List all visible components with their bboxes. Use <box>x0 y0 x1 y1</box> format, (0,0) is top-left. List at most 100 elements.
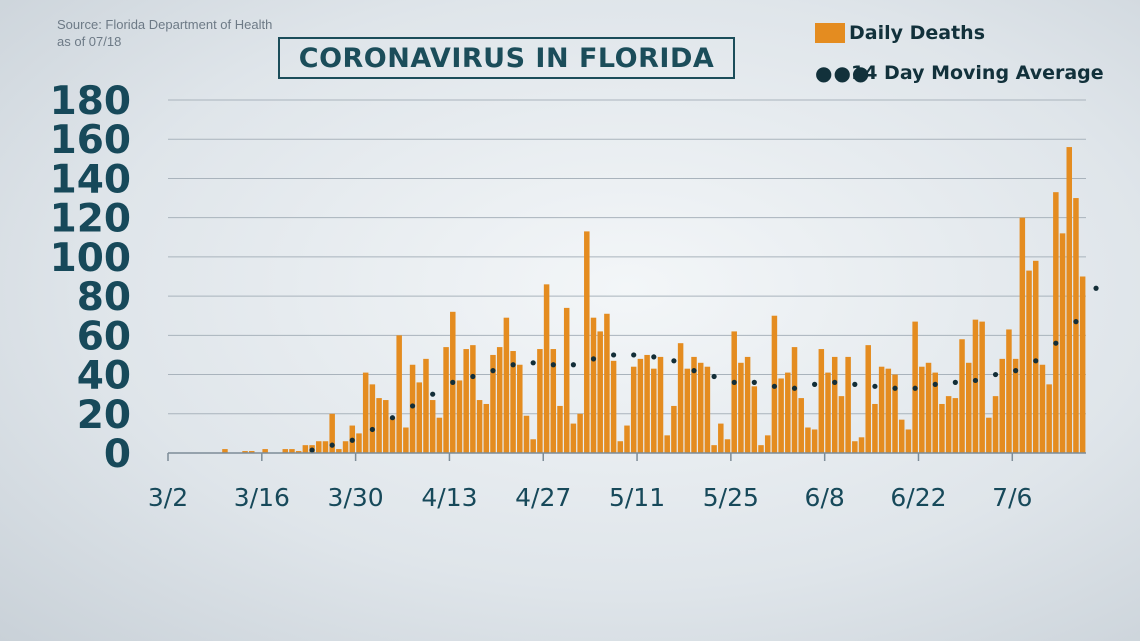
bar <box>322 441 329 453</box>
avg-point <box>952 379 958 385</box>
y-tick-label: 80 <box>77 275 131 320</box>
avg-point <box>570 362 576 368</box>
avg-point <box>771 383 778 389</box>
bar <box>898 419 905 453</box>
bar <box>1039 364 1046 453</box>
avg-point <box>631 352 637 358</box>
bar <box>362 372 369 453</box>
bar <box>945 396 952 453</box>
bar <box>624 425 630 453</box>
bar <box>222 449 228 453</box>
bar <box>1019 217 1026 453</box>
bar <box>1012 358 1019 453</box>
avg-point <box>349 437 355 443</box>
bar <box>517 364 523 453</box>
avg-point <box>791 385 798 391</box>
bar <box>336 449 342 453</box>
bar <box>490 354 496 453</box>
bar <box>604 313 610 453</box>
source-note: Source: Florida Department of Health as … <box>57 16 272 50</box>
bar <box>476 400 483 453</box>
bar <box>557 405 563 453</box>
bar <box>872 403 878 453</box>
avg-point <box>972 377 979 384</box>
bar <box>396 335 402 453</box>
bar <box>657 356 664 453</box>
avg-point <box>610 352 617 358</box>
bar <box>429 400 436 453</box>
bar <box>691 356 697 453</box>
bar <box>302 445 309 453</box>
x-tick-label: 6/22 <box>890 483 946 512</box>
bar <box>939 403 945 453</box>
bar <box>671 405 677 453</box>
bar <box>610 360 617 453</box>
bar <box>530 439 536 453</box>
bar <box>1006 329 1012 453</box>
bar <box>456 380 463 453</box>
bar <box>845 356 851 453</box>
bar <box>316 441 322 453</box>
bar <box>409 364 416 453</box>
avg-point <box>309 447 315 453</box>
bar <box>764 435 771 453</box>
bar <box>1026 270 1032 453</box>
bar <box>999 358 1005 453</box>
bar <box>852 441 858 453</box>
legend-item-daily-deaths: Daily Deaths <box>815 19 1104 47</box>
bar <box>664 435 670 453</box>
bar <box>617 441 624 453</box>
bar <box>510 351 516 453</box>
bar <box>1053 192 1059 453</box>
bar <box>972 319 979 453</box>
bar <box>791 347 798 453</box>
bar <box>919 366 925 453</box>
bar <box>684 368 691 453</box>
bar <box>838 396 845 453</box>
bar <box>825 372 831 453</box>
bar <box>704 366 711 453</box>
avg-point <box>470 373 476 380</box>
bar <box>651 368 657 453</box>
avg-point <box>872 383 878 389</box>
bar <box>242 451 248 453</box>
bar <box>892 374 898 453</box>
bar <box>389 417 396 453</box>
bar <box>543 284 550 453</box>
chart-title-box: CORONAVIRUS IN FLORIDA <box>278 37 735 79</box>
bar <box>503 317 510 453</box>
y-tick-label: 140 <box>50 157 131 202</box>
bar <box>738 362 744 453</box>
bar <box>1073 198 1079 453</box>
bar <box>858 437 865 453</box>
bar <box>979 321 985 453</box>
bar <box>356 433 362 453</box>
source-line: Source: Florida Department of Health <box>57 17 273 32</box>
bar <box>932 372 938 453</box>
bar <box>1079 276 1086 453</box>
avg-point <box>892 385 898 391</box>
bar <box>697 362 704 453</box>
avg-point <box>590 356 597 362</box>
legend: Daily Deaths ●●● 14 Day Moving Average <box>815 19 1104 99</box>
bar <box>885 368 892 453</box>
bar <box>483 403 490 453</box>
legend-label-moving-average: 14 Day Moving Average <box>851 62 1104 84</box>
bar <box>249 451 255 453</box>
x-tick-label: 5/11 <box>609 483 665 512</box>
bar <box>1032 260 1039 453</box>
avg-point <box>369 426 375 433</box>
bar <box>369 384 376 453</box>
bar <box>289 449 295 453</box>
avg-point <box>510 362 516 368</box>
y-tick-label: 160 <box>50 118 131 163</box>
bar <box>744 356 751 453</box>
as-of-date: as of 07/18 <box>57 34 122 49</box>
bar <box>443 347 449 453</box>
legend-item-moving-average: ●●● 14 Day Moving Average <box>815 59 1104 87</box>
bar <box>718 423 724 453</box>
bar <box>818 349 825 453</box>
avg-point <box>751 379 757 385</box>
avg-point <box>329 442 335 448</box>
